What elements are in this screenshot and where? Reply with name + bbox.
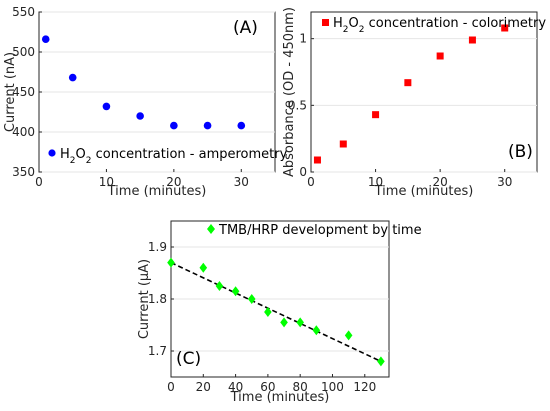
panel-c-xtick-label: 0 <box>167 380 175 394</box>
panel-b-legend: H2O2 concentration - colorimetry <box>322 16 546 35</box>
panel-c-ytick-label: 1.9 <box>148 240 167 254</box>
panel-b-data-point <box>436 52 444 60</box>
panel-a-xtick-label: 0 <box>35 175 43 189</box>
panel-a-data-point <box>68 73 77 82</box>
panel-a-ytick-label: 400 <box>12 125 35 139</box>
panel-b-data-point <box>501 24 509 32</box>
panel-a: 350 400 450 500 550 0 10 20 30 Time (minutes) Cu… <box>3 5 288 199</box>
panel-a-xtick-label: 30 <box>234 175 249 189</box>
panel-b-data-point <box>313 156 321 164</box>
panel-c-xtick-label: 40 <box>228 380 243 394</box>
panel-c-points <box>167 257 385 367</box>
panel-b-xlabel: Time (minutes) <box>374 184 474 199</box>
panel-b-data-point <box>404 79 412 87</box>
panel-b-grid <box>311 38 537 173</box>
panel-c: 1.71.81.90 20 40 60 80 100 120 Time (minutes) … <box>137 220 422 405</box>
panel-a-points <box>41 35 246 130</box>
panel-c-data-point <box>264 307 272 317</box>
panel-c-data-point <box>247 294 256 304</box>
panel-c-xtick-label: 20 <box>196 380 211 394</box>
panel-a-data-point <box>170 121 178 130</box>
panel-c-xtick-label: 60 <box>260 380 275 394</box>
panel-b-data-point <box>372 111 380 119</box>
panel-c-xtick-label: 120 <box>353 380 376 394</box>
panel-b: 00.510 10 20 30 Time (minutes) Absorbance (… <box>282 7 546 199</box>
panel-c-ylabel: Current (μA) <box>137 259 152 339</box>
panel-c-data-point <box>199 262 208 273</box>
panel-c-label: (C) <box>176 349 201 369</box>
panel-c-data-point <box>344 330 353 341</box>
panel-b-xtick-label: 30 <box>497 175 512 189</box>
panel-c-grid <box>171 246 389 352</box>
panel-c-legend-text: TMB/HRP development by time <box>218 223 422 238</box>
panel-b-ytick-label: 1 <box>299 32 307 46</box>
panel-a-xtick-label: 20 <box>166 175 181 189</box>
panel-a-xlabel: Time (minutes) <box>107 184 207 199</box>
panel-b-label: (B) <box>508 142 533 162</box>
panel-a-ylabel: Current (nA) <box>3 52 18 132</box>
panel-a-ytick-label: 350 <box>12 165 35 179</box>
panel-b-xtick-label: 0 <box>307 175 315 189</box>
panel-c-xtick-label: 80 <box>293 380 308 394</box>
panel-c-ytick-label: 1.8 <box>148 292 167 306</box>
panel-a-data-point <box>203 121 212 130</box>
panel-b-xtick-label: 10 <box>368 175 383 189</box>
panel-c-trendline <box>170 261 382 363</box>
panel-c-ticks: 1.7 1.8 1.9 0 20 40 60 80 100 120 <box>148 240 376 394</box>
panel-a-data-point <box>102 102 111 111</box>
panel-c-data-point <box>215 281 224 291</box>
panel-c-ytick-label: 1.7 <box>148 344 167 358</box>
panel-b-legend-text: H2O2 concentration - colorimetry <box>333 16 546 35</box>
panel-c-data-point <box>280 317 288 328</box>
panel-a-grid <box>39 11 275 173</box>
panel-a-ytick-label: 500 <box>12 45 35 59</box>
panel-a-ytick-label: 450 <box>12 85 35 99</box>
panel-c-data-point <box>296 317 304 328</box>
panel-b-ytick-label: 0 <box>299 165 307 179</box>
panel-b-ylabel: Absorbance (OD - 450nm) <box>282 7 297 177</box>
panel-a-data-point <box>136 112 144 120</box>
panel-c-data-point <box>312 325 321 336</box>
panel-a-label: (A) <box>233 18 258 38</box>
panel-c-data-point <box>167 257 175 268</box>
panel-a-xtick-label: 10 <box>99 175 114 189</box>
panel-b-frame <box>310 11 538 173</box>
panel-b-ytick-label: 0.5 <box>288 98 307 112</box>
panel-a-legend-marker <box>48 149 56 157</box>
panel-c-trendline-group <box>170 261 382 363</box>
panel-a-legend-text: H2O2 concentration - amperometry <box>60 147 288 166</box>
panel-b-points <box>313 24 509 164</box>
panel-c-data-point <box>377 356 385 367</box>
panel-c-xlabel: Time (minutes) <box>230 390 330 405</box>
panel-a-ticks: 350 400 450 500 550 0 10 20 30 <box>12 5 249 189</box>
panel-b-data-point <box>468 36 476 44</box>
panel-b-ticks: 00.510 10 20 30 <box>288 32 512 189</box>
panel-c-xtick-label: 100 <box>321 380 344 394</box>
panel-b-legend-marker <box>322 19 329 26</box>
panel-a-legend: H2O2 concentration - amperometry <box>48 147 288 166</box>
panel-b-data-point <box>339 140 347 148</box>
panel-c-legend-marker <box>207 224 215 234</box>
panel-c-legend: TMB/HRP development by time <box>207 223 422 238</box>
panel-a-data-point <box>41 35 50 43</box>
panel-a-ytick-label: 550 <box>12 5 35 19</box>
panel-b-xtick-label: 20 <box>433 175 448 189</box>
panel-c-data-point <box>231 286 240 297</box>
panel-a-data-point <box>237 121 246 130</box>
